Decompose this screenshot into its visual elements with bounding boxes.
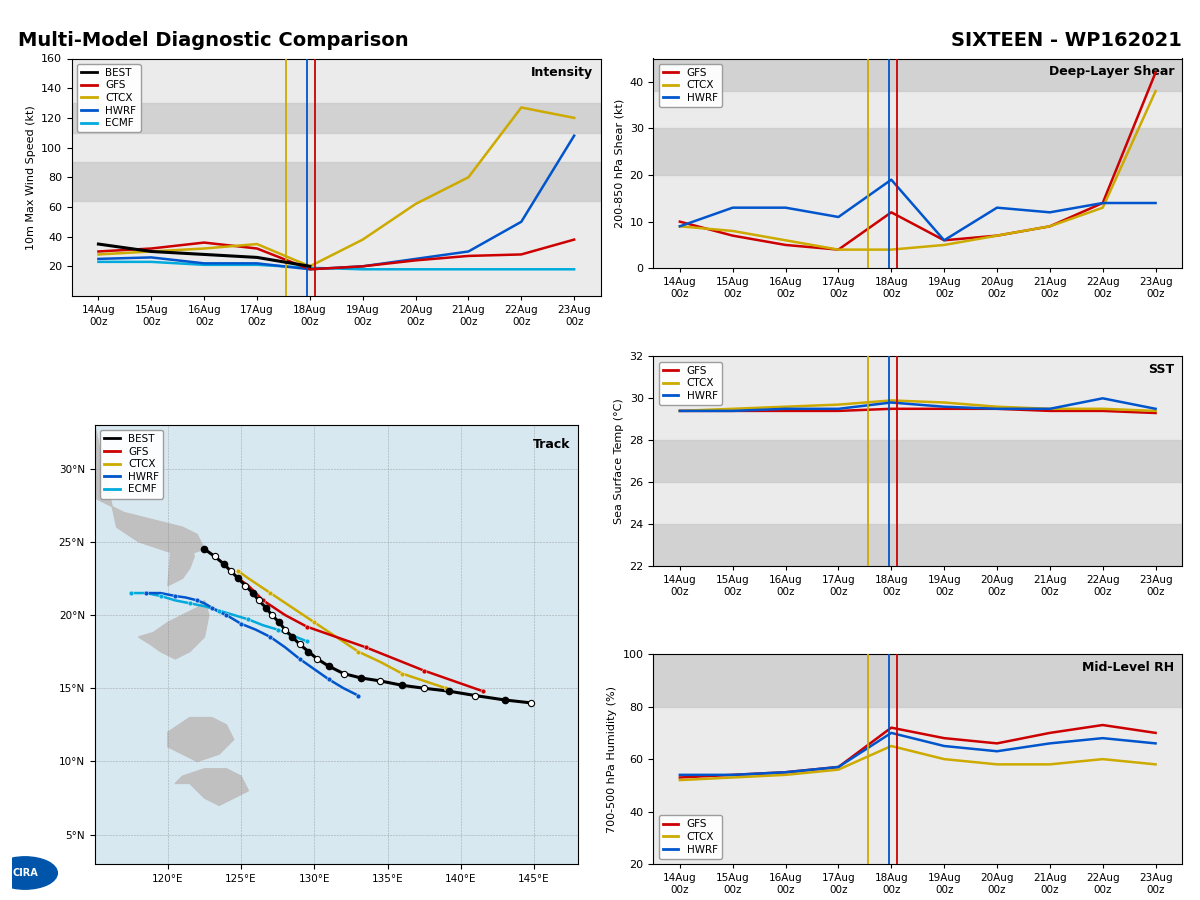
Y-axis label: 200-850 hPa Shear (kt): 200-850 hPa Shear (kt)	[614, 99, 624, 228]
Y-axis label: 10m Max Wind Speed (kt): 10m Max Wind Speed (kt)	[25, 105, 36, 249]
Polygon shape	[95, 425, 204, 556]
Legend: BEST, GFS, CTCX, HWRF, ECMF: BEST, GFS, CTCX, HWRF, ECMF	[100, 430, 163, 499]
Text: SST: SST	[1148, 363, 1174, 375]
Bar	[72, 103, 600, 132]
Bar	[654, 440, 1182, 482]
Legend: BEST, GFS, CTCX, HWRF, ECMF: BEST, GFS, CTCX, HWRF, ECMF	[77, 64, 140, 132]
Text: Intensity: Intensity	[530, 66, 593, 78]
Y-axis label: 700-500 hPa Humidity (%): 700-500 hPa Humidity (%)	[607, 686, 617, 832]
Text: Mid-Level RH: Mid-Level RH	[1082, 661, 1174, 673]
Text: SIXTEEN - WP162021: SIXTEEN - WP162021	[952, 32, 1182, 50]
Text: CIRA: CIRA	[12, 868, 38, 878]
Bar	[654, 654, 1182, 706]
Polygon shape	[168, 539, 194, 586]
Y-axis label: Sea Surface Temp (°C): Sea Surface Temp (°C)	[614, 399, 624, 524]
Polygon shape	[175, 769, 248, 806]
Polygon shape	[138, 600, 209, 659]
Text: Deep-Layer Shear: Deep-Layer Shear	[1049, 65, 1174, 77]
Polygon shape	[168, 717, 234, 761]
Bar	[72, 162, 600, 201]
Text: Track: Track	[533, 437, 571, 451]
Legend: GFS, CTCX, HWRF: GFS, CTCX, HWRF	[659, 815, 722, 859]
Legend: GFS, CTCX, HWRF: GFS, CTCX, HWRF	[659, 64, 722, 107]
Bar	[654, 129, 1182, 175]
Legend: GFS, CTCX, HWRF: GFS, CTCX, HWRF	[659, 362, 722, 405]
Circle shape	[0, 857, 58, 889]
Bar	[654, 58, 1182, 91]
Bar	[654, 524, 1182, 566]
Text: Multi-Model Diagnostic Comparison: Multi-Model Diagnostic Comparison	[18, 32, 409, 50]
